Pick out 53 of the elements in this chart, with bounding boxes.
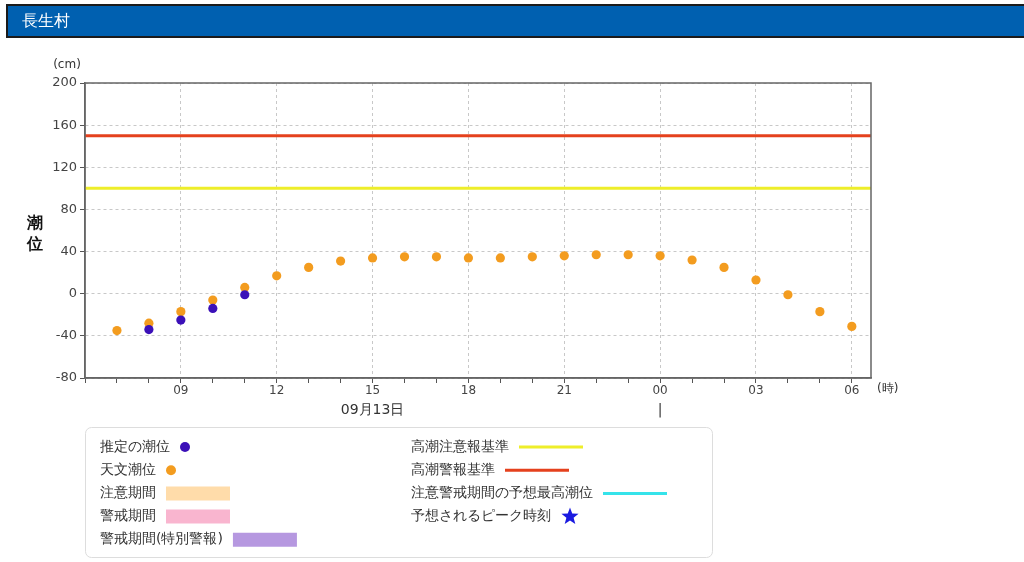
point [527, 252, 537, 262]
legend-label: 予想されるピーク時刻 [411, 507, 551, 524]
legend-label: 注意期間 [100, 484, 156, 501]
point [463, 253, 474, 263]
point [847, 321, 857, 331]
x-tick-label: 21 [556, 383, 572, 398]
point [399, 252, 410, 262]
point [783, 290, 793, 300]
x-tick-label: 18 [460, 383, 477, 398]
point [591, 250, 601, 260]
y-tick-label: 40 [60, 242, 77, 258]
y-tick-label: 80 [60, 200, 77, 216]
y-tick-label: 200 [52, 74, 77, 90]
point [208, 295, 218, 305]
legend-label: 推定の潮位 [100, 437, 170, 454]
point [815, 307, 825, 317]
x-tick-label: 15 [364, 383, 381, 398]
x-tick-label: 03 [748, 383, 764, 398]
text: 09月13日 [340, 400, 405, 417]
point [559, 251, 569, 261]
point [623, 250, 633, 260]
point [655, 251, 665, 261]
x-axis-title: (時) [877, 381, 899, 396]
y-tick-label: -40 [55, 327, 77, 343]
legend-label: 注意警戒期間の予想最高潮位 [411, 484, 593, 501]
legend-label: 高潮注意報基準 [411, 437, 509, 454]
point [112, 325, 122, 336]
legend-label: 警戒期間 [100, 507, 156, 524]
y-tick-label: 160 [52, 116, 77, 132]
point [751, 275, 761, 285]
point [272, 271, 282, 281]
legend-label: 高潮警報基準 [411, 460, 495, 477]
point [336, 256, 346, 266]
point [176, 307, 186, 317]
legend-label: 天文潮位 [100, 460, 156, 477]
text: (cm) [53, 57, 81, 72]
point [367, 253, 378, 263]
x-tick-label: 00 [652, 383, 668, 398]
point [719, 262, 729, 272]
x-tick-label: 12 [269, 383, 285, 398]
y-tick-label: 120 [52, 158, 77, 174]
chart-title: 長生村 [22, 11, 70, 30]
point [495, 253, 505, 263]
x-tick-label: 06 [844, 383, 860, 398]
x-tick-label: 09 [173, 383, 189, 398]
y-tick-label: -80 [55, 369, 77, 385]
legend-label: 警戒期間(特別警報) [100, 530, 223, 547]
point [304, 262, 314, 272]
y-tick-label: 0 [68, 285, 77, 301]
text: | [657, 400, 663, 418]
point [431, 252, 442, 262]
point [687, 255, 697, 265]
y-axis-title: 潮位 [27, 212, 44, 254]
